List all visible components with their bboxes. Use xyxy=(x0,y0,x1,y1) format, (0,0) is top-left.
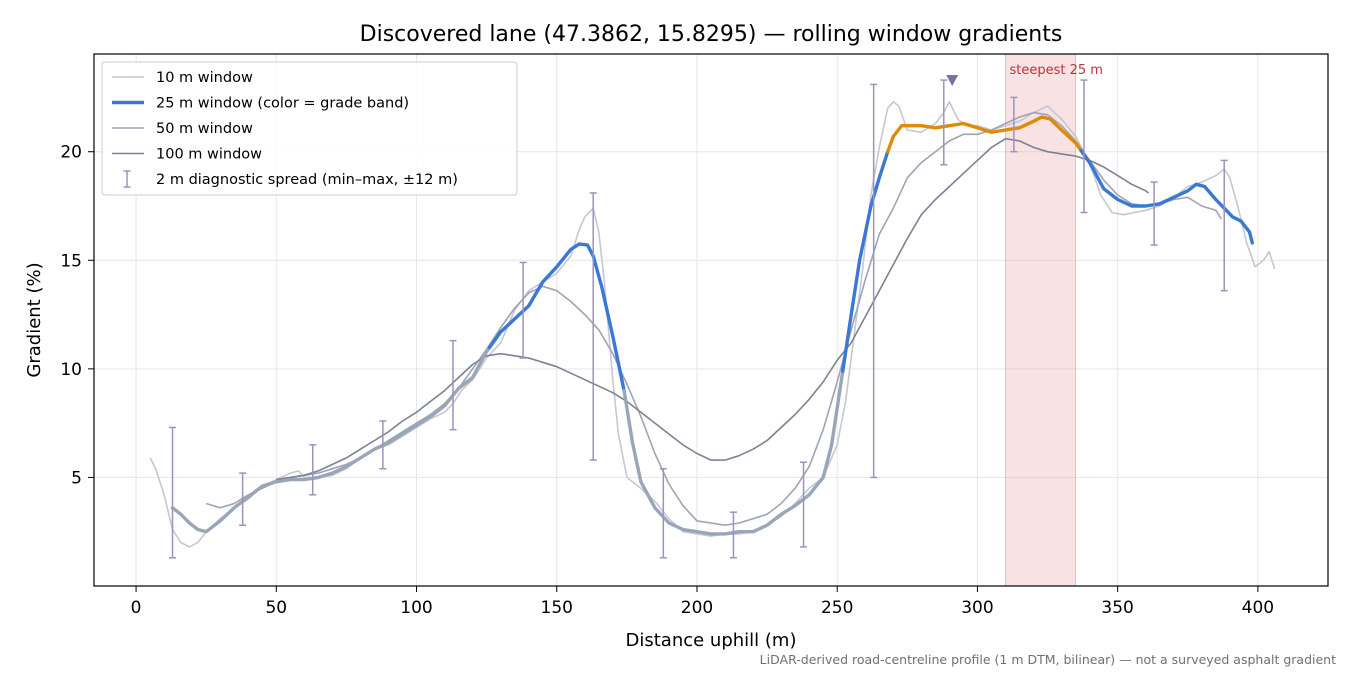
y-tick-label: 20 xyxy=(60,143,82,163)
x-tick-label: 350 xyxy=(1101,598,1133,618)
errorbar-14 xyxy=(1150,181,1158,246)
legend-label: 10 m window xyxy=(156,70,253,86)
steepest-25m-band xyxy=(1004,53,1077,587)
series-25m-segment-mid-1 xyxy=(487,242,626,393)
series-25m-segment-high-4 xyxy=(886,115,1083,154)
plot-area: steepest 25 m 0 50 100 150 200 250 300 350 400 5 10… xyxy=(60,53,1329,618)
peak-marker xyxy=(946,75,959,87)
x-tick-label: 0 xyxy=(131,598,142,618)
legend-entry-2: 50 m window xyxy=(112,121,253,137)
legend-entry-4: 2 m diagnostic spread (min–max, ±12 m) xyxy=(123,170,458,188)
series-25m-segment-mid-5 xyxy=(1079,149,1255,245)
errorbar-6 xyxy=(589,192,597,461)
legend-label: 100 m window xyxy=(156,147,262,163)
x-tick-label: 400 xyxy=(1242,598,1274,618)
x-tick-label: 50 xyxy=(265,598,287,618)
legend-box xyxy=(101,61,518,196)
errorbar-13 xyxy=(1080,79,1088,214)
axes-frame xyxy=(93,53,1329,587)
x-tick-label: 200 xyxy=(681,598,713,618)
errorbar-1 xyxy=(239,472,247,526)
errorbar-5 xyxy=(519,261,527,359)
footnote: LiDAR-derived road-centreline profile (1… xyxy=(760,652,1336,667)
x-tick-label: 250 xyxy=(821,598,853,618)
y-axis-label: Gradient (%) xyxy=(24,262,45,377)
series-100m-line xyxy=(276,137,1149,481)
legend: 10 m window 25 m window (color = grade ba… xyxy=(101,61,518,196)
series-25m-segment-low-2 xyxy=(622,369,845,536)
errorbar-8 xyxy=(729,511,737,559)
errorbar-7 xyxy=(659,467,667,559)
errorbar-15 xyxy=(1220,159,1228,292)
x-tick-label: 100 xyxy=(400,598,432,618)
errorbar-12 xyxy=(1010,96,1018,153)
y-tick-label: 15 xyxy=(60,251,82,271)
legend-entry-3: 100 m window xyxy=(112,147,262,163)
errorbar-2 xyxy=(309,444,317,496)
legend-entry-1: 25 m window (color = grade band) xyxy=(112,96,409,112)
y-tick-label: 5 xyxy=(71,468,82,488)
errorbar-3 xyxy=(379,420,387,470)
x-axis-label: Distance uphill (m) xyxy=(626,630,797,651)
errorbar-9 xyxy=(800,461,808,548)
x-tick-label: 150 xyxy=(541,598,573,618)
errorbar-11 xyxy=(940,79,948,166)
steepest-25m-label: steepest 25 m xyxy=(1009,63,1102,78)
errorbar-0 xyxy=(169,426,177,559)
y-tick-label: 10 xyxy=(60,360,82,380)
legend-entry-0: 10 m window xyxy=(112,70,253,86)
legend-label: 25 m window (color = grade band) xyxy=(156,96,409,112)
chart-title: Discovered lane (47.3862, 15.8295) — rol… xyxy=(360,22,1063,47)
errorbar-4 xyxy=(449,339,457,431)
legend-label: 2 m diagnostic spread (min–max, ±12 m) xyxy=(156,172,458,188)
series-25m-segment-low-0 xyxy=(170,345,492,534)
series-25m-segment-mid-3 xyxy=(841,149,890,373)
x-tick-label: 300 xyxy=(961,598,993,618)
errorbar-10 xyxy=(870,83,878,479)
legend-label: 50 m window xyxy=(156,121,253,137)
